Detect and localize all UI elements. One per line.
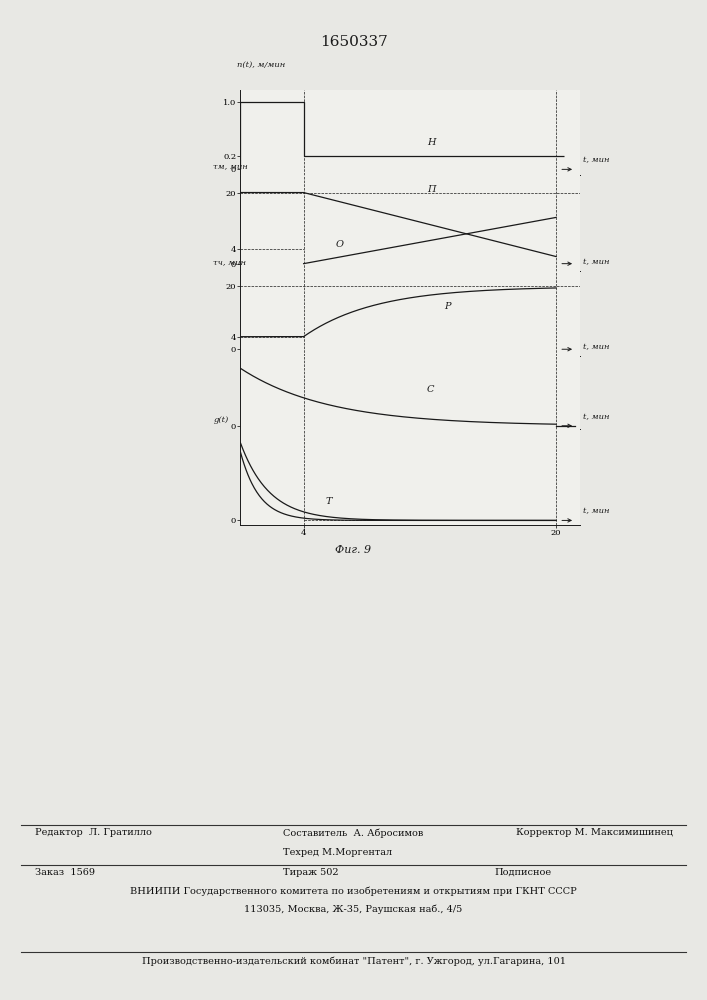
Text: Фиг. 9: Фиг. 9 [335, 545, 372, 555]
Text: Т: Т [325, 497, 332, 506]
Text: 1650337: 1650337 [320, 35, 387, 49]
Text: Тираж 502: Тираж 502 [283, 868, 339, 877]
Text: τм, мин: τм, мин [214, 162, 248, 170]
Text: n(t), м/мин: n(t), м/мин [237, 61, 285, 69]
Text: t, мин: t, мин [583, 507, 609, 515]
Text: Заказ  1569: Заказ 1569 [35, 868, 95, 877]
Text: t, мин: t, мин [583, 258, 609, 266]
Text: Корректор М. Максимишинец: Корректор М. Максимишинец [516, 828, 673, 837]
Text: С: С [427, 385, 435, 394]
Text: Р: Р [444, 302, 450, 311]
Text: Редактор  Л. Гратилло: Редактор Л. Гратилло [35, 828, 152, 837]
Text: 113035, Москва, Ж-35, Раушская наб., 4/5: 113035, Москва, Ж-35, Раушская наб., 4/5 [245, 905, 462, 914]
Text: ВНИИПИ Государственного комитета по изобретениям и открытиям при ГКНТ СССР: ВНИИПИ Государственного комитета по изоб… [130, 887, 577, 896]
Text: Производственно-издательский комбинат "Патент", г. Ужгород, ул.Гагарина, 101: Производственно-издательский комбинат "П… [141, 957, 566, 966]
Text: О: О [335, 240, 344, 249]
Text: Техред М.Моргентал: Техред М.Моргентал [283, 848, 392, 857]
Text: H: H [427, 138, 436, 147]
Text: t, мин: t, мин [583, 343, 609, 351]
Text: Составитель  А. Абросимов: Составитель А. Абросимов [283, 828, 423, 838]
Text: τч, мин: τч, мин [214, 259, 246, 267]
Text: П: П [427, 185, 436, 194]
Text: g(t): g(t) [214, 416, 228, 424]
Text: Подписное: Подписное [495, 868, 552, 877]
Text: t, мин: t, мин [583, 157, 609, 165]
Text: t, мин: t, мин [583, 414, 609, 422]
